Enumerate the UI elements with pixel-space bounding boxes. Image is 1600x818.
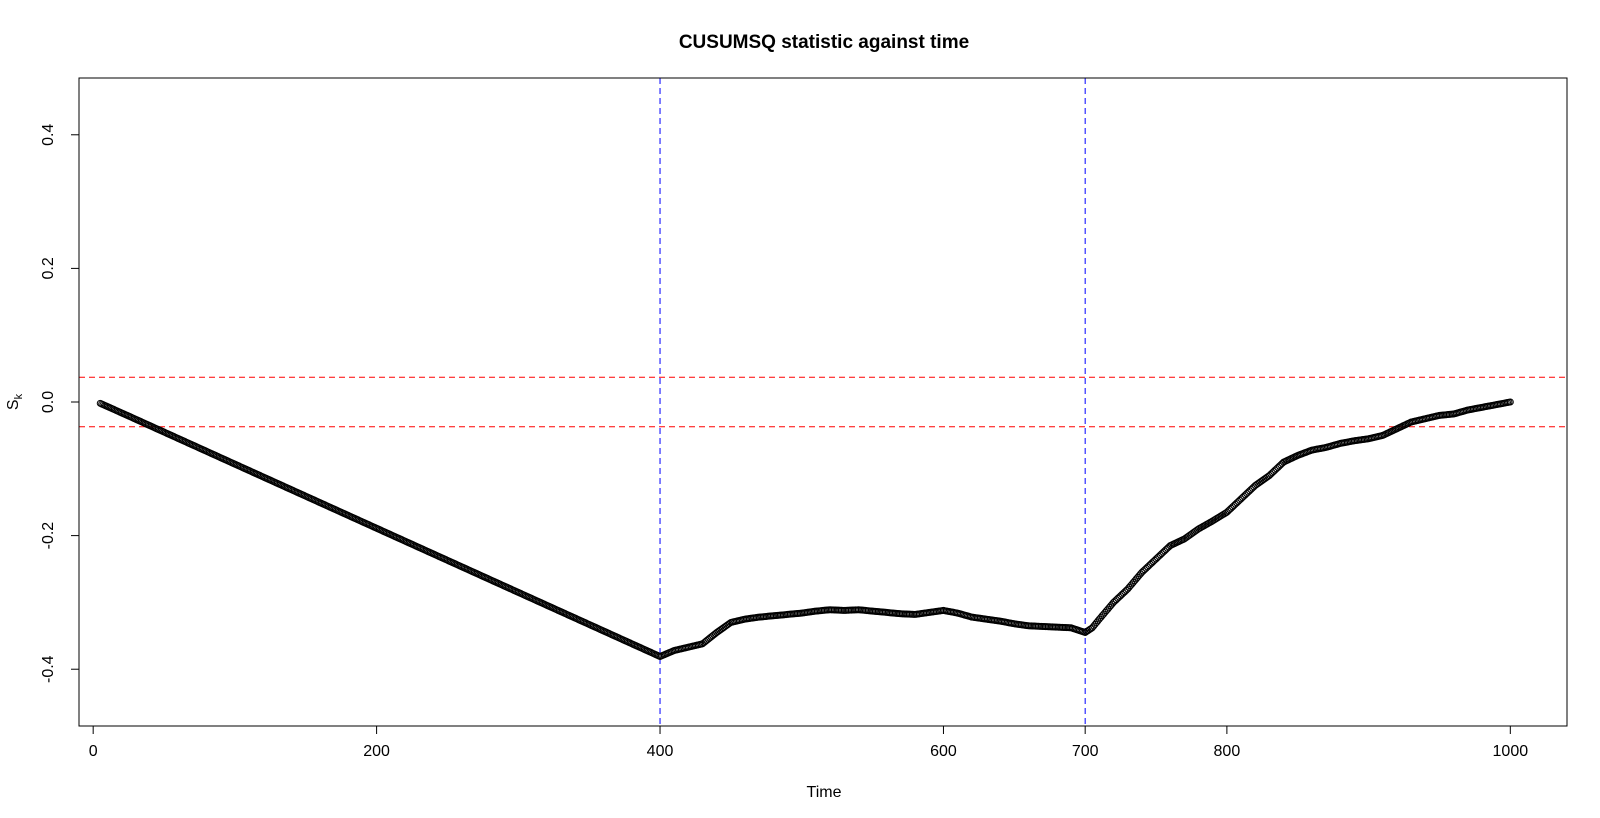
x-tick-label: 200	[363, 743, 390, 760]
x-tick-label: 400	[647, 743, 674, 760]
y-axis-label: Sk	[5, 393, 25, 410]
axes-layer: 0 200 400 600 700 800 1000 -0.4 -0.2 0.0 0.2 0.4	[40, 124, 1528, 760]
data-point	[1506, 398, 1514, 406]
plot-frame	[78, 77, 1568, 727]
y-tick-label: 0.4	[40, 124, 57, 146]
chart-title: CUSUMSQ statistic against time	[679, 32, 969, 53]
x-tick-label: 0	[89, 743, 98, 760]
y-axis-label-main: S	[5, 399, 22, 410]
y-tick-label: -0.4	[40, 655, 57, 683]
reference-lines-layer	[79, 78, 1567, 726]
y-tick-label: -0.2	[40, 522, 57, 550]
y-axis-label-subscript: k	[13, 393, 25, 399]
x-tick-label: 800	[1214, 743, 1241, 760]
x-tick-label: 1000	[1493, 743, 1529, 760]
data-points-layer	[96, 398, 1514, 661]
x-tick-label: 600	[930, 743, 957, 760]
y-tick-label: 0.0	[40, 391, 57, 413]
x-axis-label: Time	[807, 784, 842, 801]
y-tick-label: 0.2	[40, 257, 57, 279]
x-tick-label: 700	[1072, 743, 1099, 760]
